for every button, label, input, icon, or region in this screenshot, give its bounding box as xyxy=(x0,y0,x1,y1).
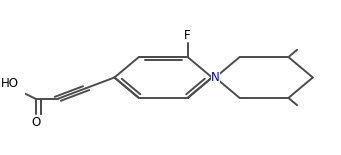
Text: N: N xyxy=(211,71,220,84)
Text: O: O xyxy=(31,116,40,128)
Text: HO: HO xyxy=(0,78,18,90)
Text: F: F xyxy=(184,29,191,42)
